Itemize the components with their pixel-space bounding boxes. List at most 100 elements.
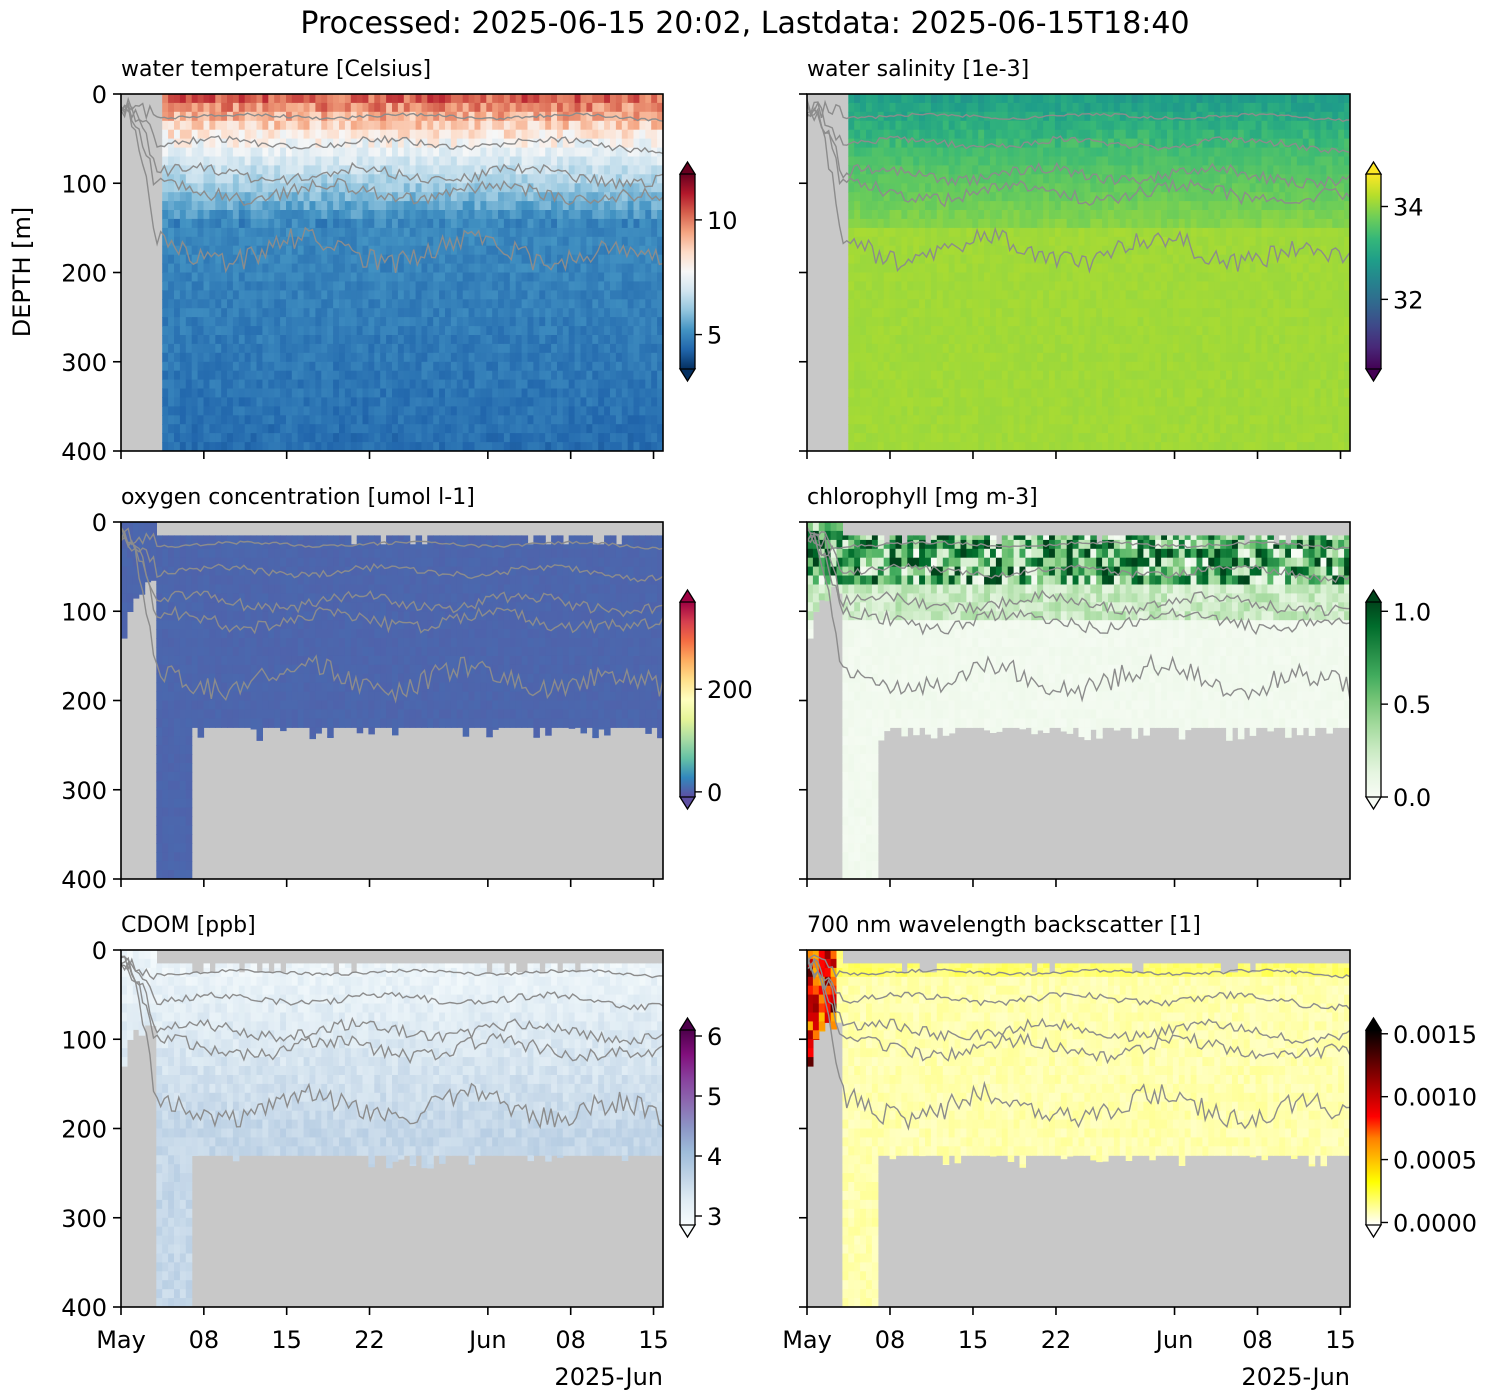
heatmap-cell xyxy=(327,129,334,140)
heatmap-cell xyxy=(344,254,352,265)
heatmap-cell xyxy=(521,361,529,372)
heatmap-cell xyxy=(521,299,529,309)
heatmap-cell xyxy=(333,388,340,398)
heatmap-cell xyxy=(907,388,914,398)
heatmap-cell xyxy=(966,147,973,158)
heatmap-cell xyxy=(244,424,252,434)
heatmap-cell xyxy=(574,299,582,309)
heatmap xyxy=(807,94,1350,451)
heatmap-cell xyxy=(421,210,428,220)
heatmap-cell xyxy=(421,120,428,131)
heatmap-cell xyxy=(984,138,991,149)
heatmap-cell xyxy=(854,406,861,416)
heatmap-cell xyxy=(866,218,873,229)
heatmap-cell xyxy=(978,370,985,381)
heatmap-cell xyxy=(883,210,891,220)
heatmap-cell xyxy=(492,111,499,122)
heatmap-cell xyxy=(854,102,861,113)
heatmap-cell xyxy=(1031,218,1038,229)
heatmap-cell xyxy=(545,102,552,113)
heatmap-cell xyxy=(551,290,558,300)
heatmap-cell xyxy=(503,111,511,122)
heatmap-cell xyxy=(633,165,640,175)
heatmap-cell xyxy=(215,156,222,166)
heatmap-cell xyxy=(492,370,499,381)
heatmap-cell xyxy=(972,326,979,336)
heatmap-cell xyxy=(262,317,269,327)
heatmap-cell xyxy=(291,299,299,309)
heatmap-cell xyxy=(1054,290,1062,300)
heatmap-cell xyxy=(954,138,962,149)
heatmap-cell xyxy=(474,433,481,443)
heatmap-cell xyxy=(1060,442,1068,451)
heatmap-cell xyxy=(386,326,393,336)
heatmap-cell xyxy=(327,433,334,443)
heatmap-cell xyxy=(954,227,962,238)
heatmap-cell xyxy=(474,335,481,345)
heatmap-cell xyxy=(498,254,505,265)
heatmap-cell xyxy=(303,370,311,381)
heatmap-cell xyxy=(557,147,564,158)
heatmap-cell xyxy=(568,218,576,229)
heatmap-cell xyxy=(651,129,658,140)
heatmap-cell xyxy=(315,183,322,193)
heatmap-cell xyxy=(291,156,299,166)
heatmap-cell xyxy=(203,290,210,300)
heatmap-cell xyxy=(574,361,582,372)
heatmap-cell xyxy=(627,201,635,211)
heatmap-cell xyxy=(427,263,434,274)
heatmap-cell xyxy=(871,245,879,256)
heatmap-cell xyxy=(321,442,328,451)
heatmap-cell xyxy=(456,147,464,158)
heatmap-cell xyxy=(409,156,417,166)
heatmap-cell xyxy=(1013,442,1021,451)
heatmap-cell xyxy=(639,120,646,131)
heatmap-cell xyxy=(1066,120,1074,131)
heatmap-cell xyxy=(633,290,640,300)
heatmap-cell xyxy=(919,192,926,202)
heatmap-cell xyxy=(551,120,558,131)
heatmap-cell xyxy=(174,94,181,104)
heatmap-cell xyxy=(883,183,891,193)
heatmap-cell xyxy=(474,201,481,211)
heatmap-cell xyxy=(645,227,652,238)
heatmap-cell xyxy=(445,156,452,166)
heatmap-cell xyxy=(433,361,440,372)
heatmap-cell xyxy=(468,424,476,434)
heatmap-cell xyxy=(907,263,914,274)
heatmap-cell xyxy=(580,326,587,336)
heatmap-cell xyxy=(333,174,340,184)
heatmap-cell xyxy=(521,218,529,229)
heatmap-cell xyxy=(948,156,956,166)
heatmap-cell xyxy=(280,424,287,434)
heatmap-cell xyxy=(562,424,570,434)
heatmap-cell xyxy=(995,210,1003,220)
heatmap-cell xyxy=(468,415,476,425)
heatmap-cell xyxy=(309,442,316,451)
heatmap-cell xyxy=(580,335,587,345)
heatmap-cell xyxy=(238,388,246,398)
heatmap-cell xyxy=(268,102,275,113)
heatmap-cell xyxy=(480,263,487,274)
heatmap-cell xyxy=(1054,183,1062,193)
heatmap-cell xyxy=(990,326,997,336)
heatmap-cell xyxy=(889,343,897,354)
heatmap-cell xyxy=(610,352,617,363)
heatmap-cell xyxy=(256,165,263,175)
heatmap-cell xyxy=(421,147,428,158)
heatmap-cell xyxy=(244,120,252,131)
heatmap-cell xyxy=(1013,218,1021,229)
heatmap-cell xyxy=(913,379,920,390)
heatmap-cell xyxy=(621,183,629,193)
heatmap-cell xyxy=(191,388,199,398)
heatmap-cell xyxy=(256,129,263,140)
heatmap-cell xyxy=(633,129,640,140)
heatmap-cell xyxy=(645,424,652,434)
heatmap-cell xyxy=(474,263,481,274)
heatmap-cell xyxy=(480,361,487,372)
heatmap-cell xyxy=(854,281,861,291)
heatmap-cell xyxy=(925,236,932,247)
heatmap-cell xyxy=(409,352,417,363)
heatmap-cell xyxy=(978,415,985,425)
heatmap-cell xyxy=(344,201,352,211)
